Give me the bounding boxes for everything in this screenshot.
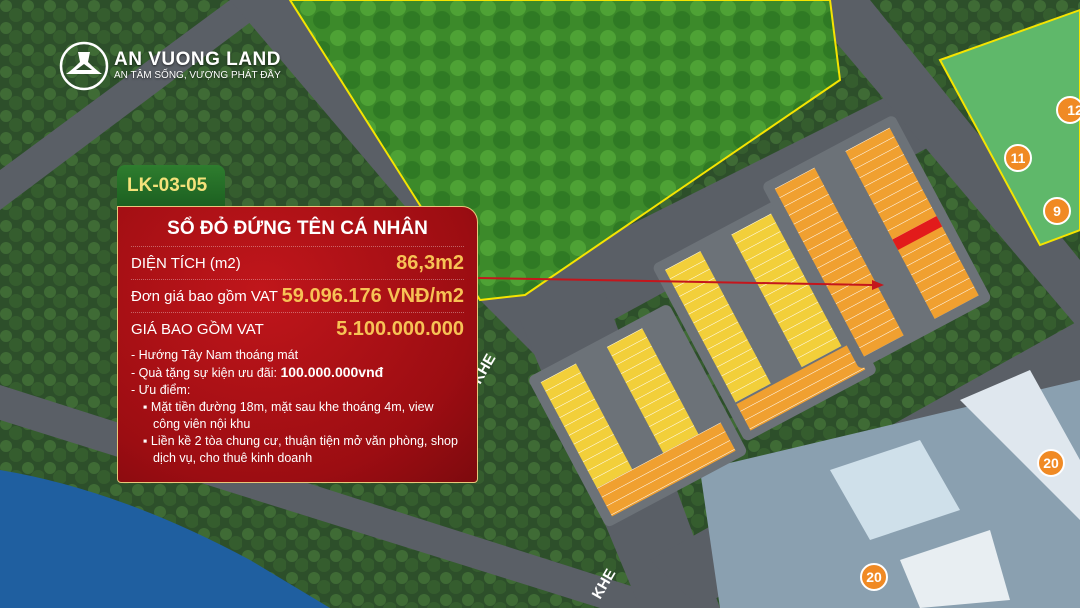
total-price-label: GIÁ BAO GỒM VAT [131, 320, 264, 338]
unit-price-value: 59.096.176 VNĐ/m2 [281, 284, 464, 307]
brand-name: AN VUONG LAND [114, 49, 281, 70]
map-marker: 20 [866, 569, 882, 585]
area-row: DIỆN TÍCH (m2) 86,3m2 [131, 247, 464, 280]
river [0, 470, 330, 608]
pointer-arrow [477, 277, 873, 286]
note-item: - Hướng Tây Nam thoáng mát [131, 348, 299, 362]
map-marker: 9 [1053, 203, 1061, 219]
area-value: 86,3m2 [396, 251, 464, 274]
unit-price-row: Đơn giá bao gồm VAT 59.096.176 VNĐ/m2 [131, 280, 464, 313]
area-label: DIỆN TÍCH (m2) [131, 254, 241, 272]
note-item: - Quà tặng sự kiện ưu đãi: 100.000.000vn… [131, 364, 464, 382]
listing-card: SỔ ĐỎ ĐỨNG TÊN CÁ NHÂN DIỆN TÍCH (m2) 86… [117, 206, 478, 483]
right-park [938, 8, 1080, 247]
advantages-list: ▪ Mặt tiền đường 18m, mặt sau khe thoáng… [131, 399, 464, 467]
brand-slogan: AN TÂM SỐNG, VƯỢNG PHÁT ĐẦY [114, 70, 281, 81]
total-price-row: GIÁ BAO GỒM VAT 5.100.000.000 [131, 313, 464, 345]
unit-price-label: Đơn giá bao gồm VAT [131, 287, 278, 305]
total-price-value: 5.100.000.000 [336, 317, 464, 340]
brand-logo: AN VUONG LAND AN TÂM SỐNG, VƯỢNG PHÁT ĐẦ… [58, 40, 281, 92]
advantage-item: ▪ Liền kề 2 tòa chung cư, thuận tiện mở … [143, 434, 458, 465]
gift-value: 100.000.000vnđ [280, 364, 384, 380]
listing-title: SỔ ĐỎ ĐỨNG TÊN CÁ NHÂN [131, 207, 464, 247]
gift-label: - Quà tặng sự kiện ưu đãi: [131, 366, 281, 380]
map-marker: 20 [1043, 455, 1059, 471]
logo-icon [59, 41, 109, 91]
lot-code-tag: LK-03-05 [117, 165, 225, 209]
map-marker: 12 [1067, 102, 1080, 118]
advantage-item: ▪ Mặt tiền đường 18m, mặt sau khe thoáng… [143, 400, 434, 431]
note-item: - Ưu điểm: [131, 383, 191, 397]
highlighted-lot-lk-03-05 [892, 215, 943, 251]
map-marker: 11 [1011, 150, 1026, 166]
notes: - Hướng Tây Nam thoáng mát - Quà tặng sự… [131, 347, 464, 467]
